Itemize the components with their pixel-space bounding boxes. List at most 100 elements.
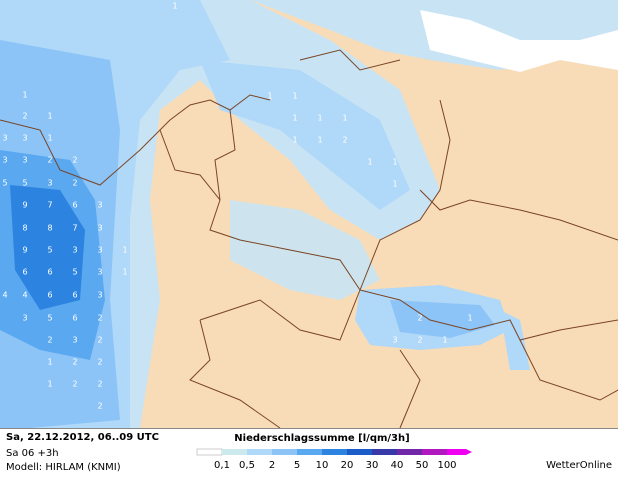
legend-swatch [247, 449, 272, 455]
map-label: 3 [22, 314, 27, 323]
map-label: 5 [2, 179, 7, 188]
precip-light-central [230, 200, 380, 300]
map-label: 3 [97, 268, 102, 277]
map-label: 1 [367, 158, 372, 167]
legend-swatch [397, 449, 422, 455]
map-label: 2 [97, 336, 102, 345]
map-label: 3 [2, 156, 7, 165]
map-label: 2 [72, 156, 77, 165]
map-label: 1 [317, 136, 322, 145]
legend-label: 0,1 [214, 460, 230, 471]
legend-swatch [222, 449, 247, 455]
map-label: 1 [172, 2, 177, 11]
legend-label: 5 [294, 460, 300, 471]
legend-swatch [272, 449, 297, 455]
precip-05-north [200, 60, 410, 210]
brand: WetterOnline [546, 460, 612, 471]
legend-label: 10 [316, 460, 329, 471]
legend-label: 2 [269, 460, 275, 471]
map-label: 2 [417, 336, 422, 345]
map-label: 6 [47, 268, 52, 277]
map-label: 1 [47, 112, 52, 121]
map-label: 2 [342, 136, 347, 145]
map-label: 7 [47, 201, 52, 210]
map-label: 3 [72, 246, 77, 255]
legend-swatch [297, 449, 322, 455]
map-label: 2 [417, 314, 422, 323]
legend-swatch [372, 449, 397, 455]
map-label: 1 [292, 92, 297, 101]
map-label: 1 [22, 91, 27, 100]
map-label: 6 [22, 268, 27, 277]
legend-swatch-empty [196, 448, 223, 456]
map-label: 2 [72, 358, 77, 367]
map-label: 1 [47, 134, 52, 143]
map-label: 3 [22, 134, 27, 143]
legend-label: 50 [416, 460, 429, 471]
map-label: 3 [392, 336, 397, 345]
legend-title: Niederschlagssumme [l/qm/3h] [234, 433, 409, 444]
map-label: 5 [72, 268, 77, 277]
map-label: 6 [47, 291, 52, 300]
map-label: 1 [317, 114, 322, 123]
map-label: 5 [47, 246, 52, 255]
map-label: 3 [2, 134, 7, 143]
map-label: 2 [97, 314, 102, 323]
legend-swatch [347, 449, 372, 455]
legend-label: 30 [366, 460, 379, 471]
map-label: 9 [22, 201, 27, 210]
map-label: 3 [72, 336, 77, 345]
map-label: 6 [72, 291, 77, 300]
map-label: 2 [47, 336, 52, 345]
map-label: 4 [2, 291, 7, 300]
legend-label: 0,5 [239, 460, 255, 471]
map-label: 1 [267, 92, 272, 101]
map-label: 1 [292, 136, 297, 145]
map-label: 1 [47, 380, 52, 389]
map-label: 1 [442, 336, 447, 345]
footer: Sa, 22.12.2012, 06..09 UTC Sa 06 +3h Mod… [0, 428, 618, 478]
legend-swatch [422, 449, 447, 455]
legend-label: 100 [437, 460, 456, 471]
map-label: 3 [22, 156, 27, 165]
map-labels: 1 1 2 1 3 3 1 3 3 2 2 5 5 3 2 9 7 6 3 8 8 7 3 9 5 3 3 1 6 6 5 3 1 4 4 6 6 3 3 5… [2, 2, 472, 411]
map-label: 1 [467, 314, 472, 323]
legend-swatch [322, 449, 347, 455]
map-label: 3 [97, 201, 102, 210]
model: Modell: HIRLAM (KNMI) [6, 462, 121, 473]
map-label: 1 [122, 246, 127, 255]
map-label: 9 [22, 246, 27, 255]
borders [0, 49, 618, 429]
map-label: 8 [47, 224, 52, 233]
map-label: 2 [97, 380, 102, 389]
map-label: 2 [47, 156, 52, 165]
map-label: 8 [22, 224, 27, 233]
map-label: 7 [72, 224, 77, 233]
map-label: 1 [122, 268, 127, 277]
no-data [420, 10, 618, 72]
map-label: 3 [97, 246, 102, 255]
map-label: 3 [47, 179, 52, 188]
map-label: 4 [22, 291, 27, 300]
map: 1 1 2 1 3 3 1 3 3 2 2 5 5 3 2 9 7 6 3 8 8 7 3 9 5 3 3 1 6 6 5 3 1 4 4 6 6 3 3 5… [0, 0, 618, 429]
precip-10 [10, 185, 85, 310]
map-label: 2 [97, 402, 102, 411]
precip-east [500, 310, 530, 370]
map-label: 2 [72, 380, 77, 389]
map-label: 6 [72, 314, 77, 323]
legend-label: 20 [341, 460, 354, 471]
map-label: 5 [22, 179, 27, 188]
map-label: 2 [97, 358, 102, 367]
date: Sa, 22.12.2012, 06..09 UTC [6, 432, 159, 443]
map-label: 5 [47, 314, 52, 323]
legend-arrow [447, 449, 472, 455]
map-label: 1 [292, 114, 297, 123]
map-label: 3 [97, 224, 102, 233]
map-label: 1 [47, 358, 52, 367]
legend: 0,1 0,5 2 5 10 20 30 40 50 100 [196, 448, 472, 471]
map-label: 3 [97, 291, 102, 300]
legend-label: 40 [391, 460, 404, 471]
step: Sa 06 +3h [6, 448, 59, 459]
map-label: 1 [342, 114, 347, 123]
